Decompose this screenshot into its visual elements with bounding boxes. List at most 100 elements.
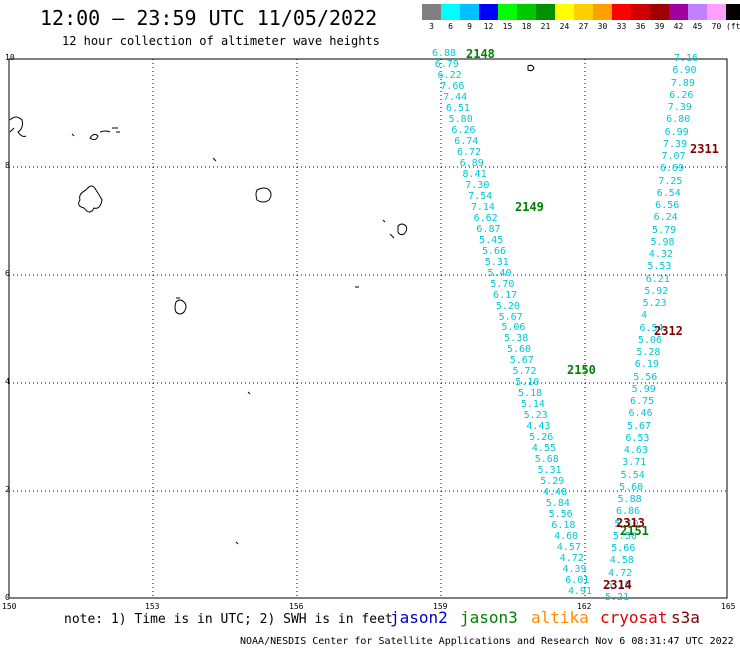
- jason3-wave-value: 5.38: [504, 333, 529, 345]
- jason3-wave-value: 5.67: [498, 311, 523, 323]
- legend-label: 39: [654, 22, 665, 31]
- pass-label-2151: 2151: [620, 524, 649, 538]
- satellite-legend-s3a: s3a: [671, 608, 700, 627]
- jason3-wave-value: 5.84: [545, 498, 570, 510]
- s3a-wave-value: 4.63: [623, 445, 648, 456]
- jason3-wave-value: 6.79: [434, 58, 459, 70]
- s3a-wave-value: 7.16: [674, 53, 699, 64]
- jason3-wave-value: 7.54: [468, 190, 493, 202]
- jason3-wave-value: 6.72: [456, 146, 482, 158]
- s3a-wave-value: 5.15: [606, 579, 631, 591]
- jason3-wave-value: 5.31: [484, 256, 509, 268]
- jason3-wave-value: 6.22: [437, 69, 462, 81]
- jason3-wave-value: 5.10: [515, 377, 540, 389]
- legend-swatch: [631, 4, 650, 20]
- jason3-wave-value: 4.48: [543, 487, 568, 499]
- legend-label: 24: [559, 22, 570, 31]
- legend-label: 9: [467, 22, 472, 31]
- legend-swatch: [707, 4, 726, 20]
- s3a-wave-value: 4.58: [609, 555, 634, 567]
- pass-label-2314: 2314: [603, 578, 632, 592]
- latitude-label: 6: [5, 269, 10, 278]
- s3a-wave-value: 5.23: [642, 298, 667, 309]
- jason3-wave-value: 5.18: [518, 388, 543, 400]
- s3a-wave-value: 5.54: [620, 469, 645, 481]
- s3a-wave-value: 5.67: [626, 420, 652, 432]
- s3a-wave-value: 5.79: [652, 224, 677, 236]
- jason3-wave-value: 5.14: [520, 399, 545, 411]
- longitude-label: 162: [577, 602, 592, 611]
- s3a-wave-value: 6.24: [653, 212, 678, 224]
- jason3-wave-value: 5.72: [512, 366, 537, 378]
- s3a-wave-value: 4.72: [608, 567, 633, 579]
- pass-label-2150: 2150: [567, 363, 596, 377]
- s3a-wave-value: 6.53: [625, 432, 650, 444]
- s3a-wave-value: 7.07: [661, 151, 686, 162]
- s3a-wave-value: 5.99: [631, 383, 656, 395]
- jason3-wave-value: 5.23: [523, 410, 548, 422]
- jason3-wave-value: 5.40: [487, 267, 512, 279]
- jason3-wave-value: 7.30: [465, 179, 490, 191]
- s3a-wave-value: 6.75: [630, 396, 655, 407]
- s3a-wave-value: 7.39: [663, 138, 688, 150]
- jason3-wave-value: 5.26: [529, 432, 554, 444]
- jason3-wave-value: 5.45: [479, 234, 504, 246]
- jason3-wave-value: 4.57: [556, 542, 581, 554]
- jason3-wave-value: 4.91: [568, 586, 593, 597]
- legend-swatch: [669, 4, 688, 20]
- jason3-wave-value: 5.56: [548, 509, 573, 521]
- jason3-wave-value: 5.60: [506, 344, 532, 356]
- longitude-label: 150: [2, 602, 17, 611]
- jason3-wave-value: 5.20: [495, 300, 520, 312]
- jason3-wave-value: 4.72: [559, 553, 584, 565]
- legend-label: 3: [429, 22, 434, 31]
- s3a-wave-value: 5.92: [644, 285, 669, 297]
- s3a-wave-value: 5.21: [605, 592, 630, 603]
- s3a-wave-value: 7.89: [670, 77, 695, 89]
- satellite-legend-jason3: jason3: [460, 608, 518, 627]
- pass-label-2149: 2149: [515, 200, 544, 214]
- legend-swatch: [612, 4, 631, 20]
- s3a-wave-value: 5.06: [637, 334, 663, 346]
- legend-label: 18: [521, 22, 532, 31]
- legend-swatch: [650, 4, 669, 20]
- map-subtitle: 12 hour collection of altimeter wave hei…: [62, 34, 380, 48]
- jason3-wave-value: 4.43: [526, 421, 551, 433]
- jason3-wave-value: 6.87: [476, 223, 501, 235]
- map-title: 12:00 – 23:59 UTC 11/05/2022: [40, 6, 378, 30]
- s3a-wave-value: 6.54: [639, 322, 664, 334]
- jason3-wave-value: 6.17: [493, 289, 518, 301]
- legend-label: (ft): [726, 22, 740, 31]
- jason3-wave-value: 6.01: [565, 575, 590, 587]
- s3a-wave-value: 6.80: [666, 114, 691, 126]
- jason3-wave-value: 5.06: [501, 322, 526, 334]
- s3a-wave-value: 6.99: [664, 126, 689, 138]
- legend-label: 27: [578, 22, 589, 31]
- longitude-label: 156: [289, 602, 304, 611]
- plot-frame: [8, 58, 728, 599]
- jason3-wave-value: 6.89: [459, 157, 484, 169]
- jason3-wave-value: 5.29: [540, 476, 565, 488]
- latitude-label: 10: [5, 53, 15, 62]
- s3a-wave-value: 5.53: [647, 261, 672, 273]
- jason3-wave-value: 4.39: [562, 564, 587, 576]
- legend-label: 36: [635, 22, 646, 31]
- jason3-wave-value: 6.26: [451, 124, 476, 136]
- note-text: note: 1) Time is in UTC; 2) SWH is in fe…: [64, 612, 393, 627]
- legend-label: 21: [540, 22, 551, 31]
- legend-swatch: [498, 4, 517, 20]
- legend-swatch: [460, 4, 479, 20]
- legend-swatch: [574, 4, 593, 20]
- legend-label: 42: [673, 22, 684, 31]
- jason3-wave-value: 5.66: [481, 245, 507, 257]
- jason3-wave-value: 4.55: [531, 443, 556, 455]
- jason3-wave-value: 7.44: [443, 91, 468, 103]
- legend-swatch: [517, 4, 536, 20]
- s3a-wave-value: 5.98: [650, 236, 675, 248]
- s3a-wave-value: 6.90: [672, 65, 697, 77]
- island-coastlines: [9, 64, 535, 545]
- s3a-wave-value: 6.46: [628, 408, 653, 420]
- footer-credit: NOAA/NESDIS Center for Satellite Applica…: [240, 636, 734, 647]
